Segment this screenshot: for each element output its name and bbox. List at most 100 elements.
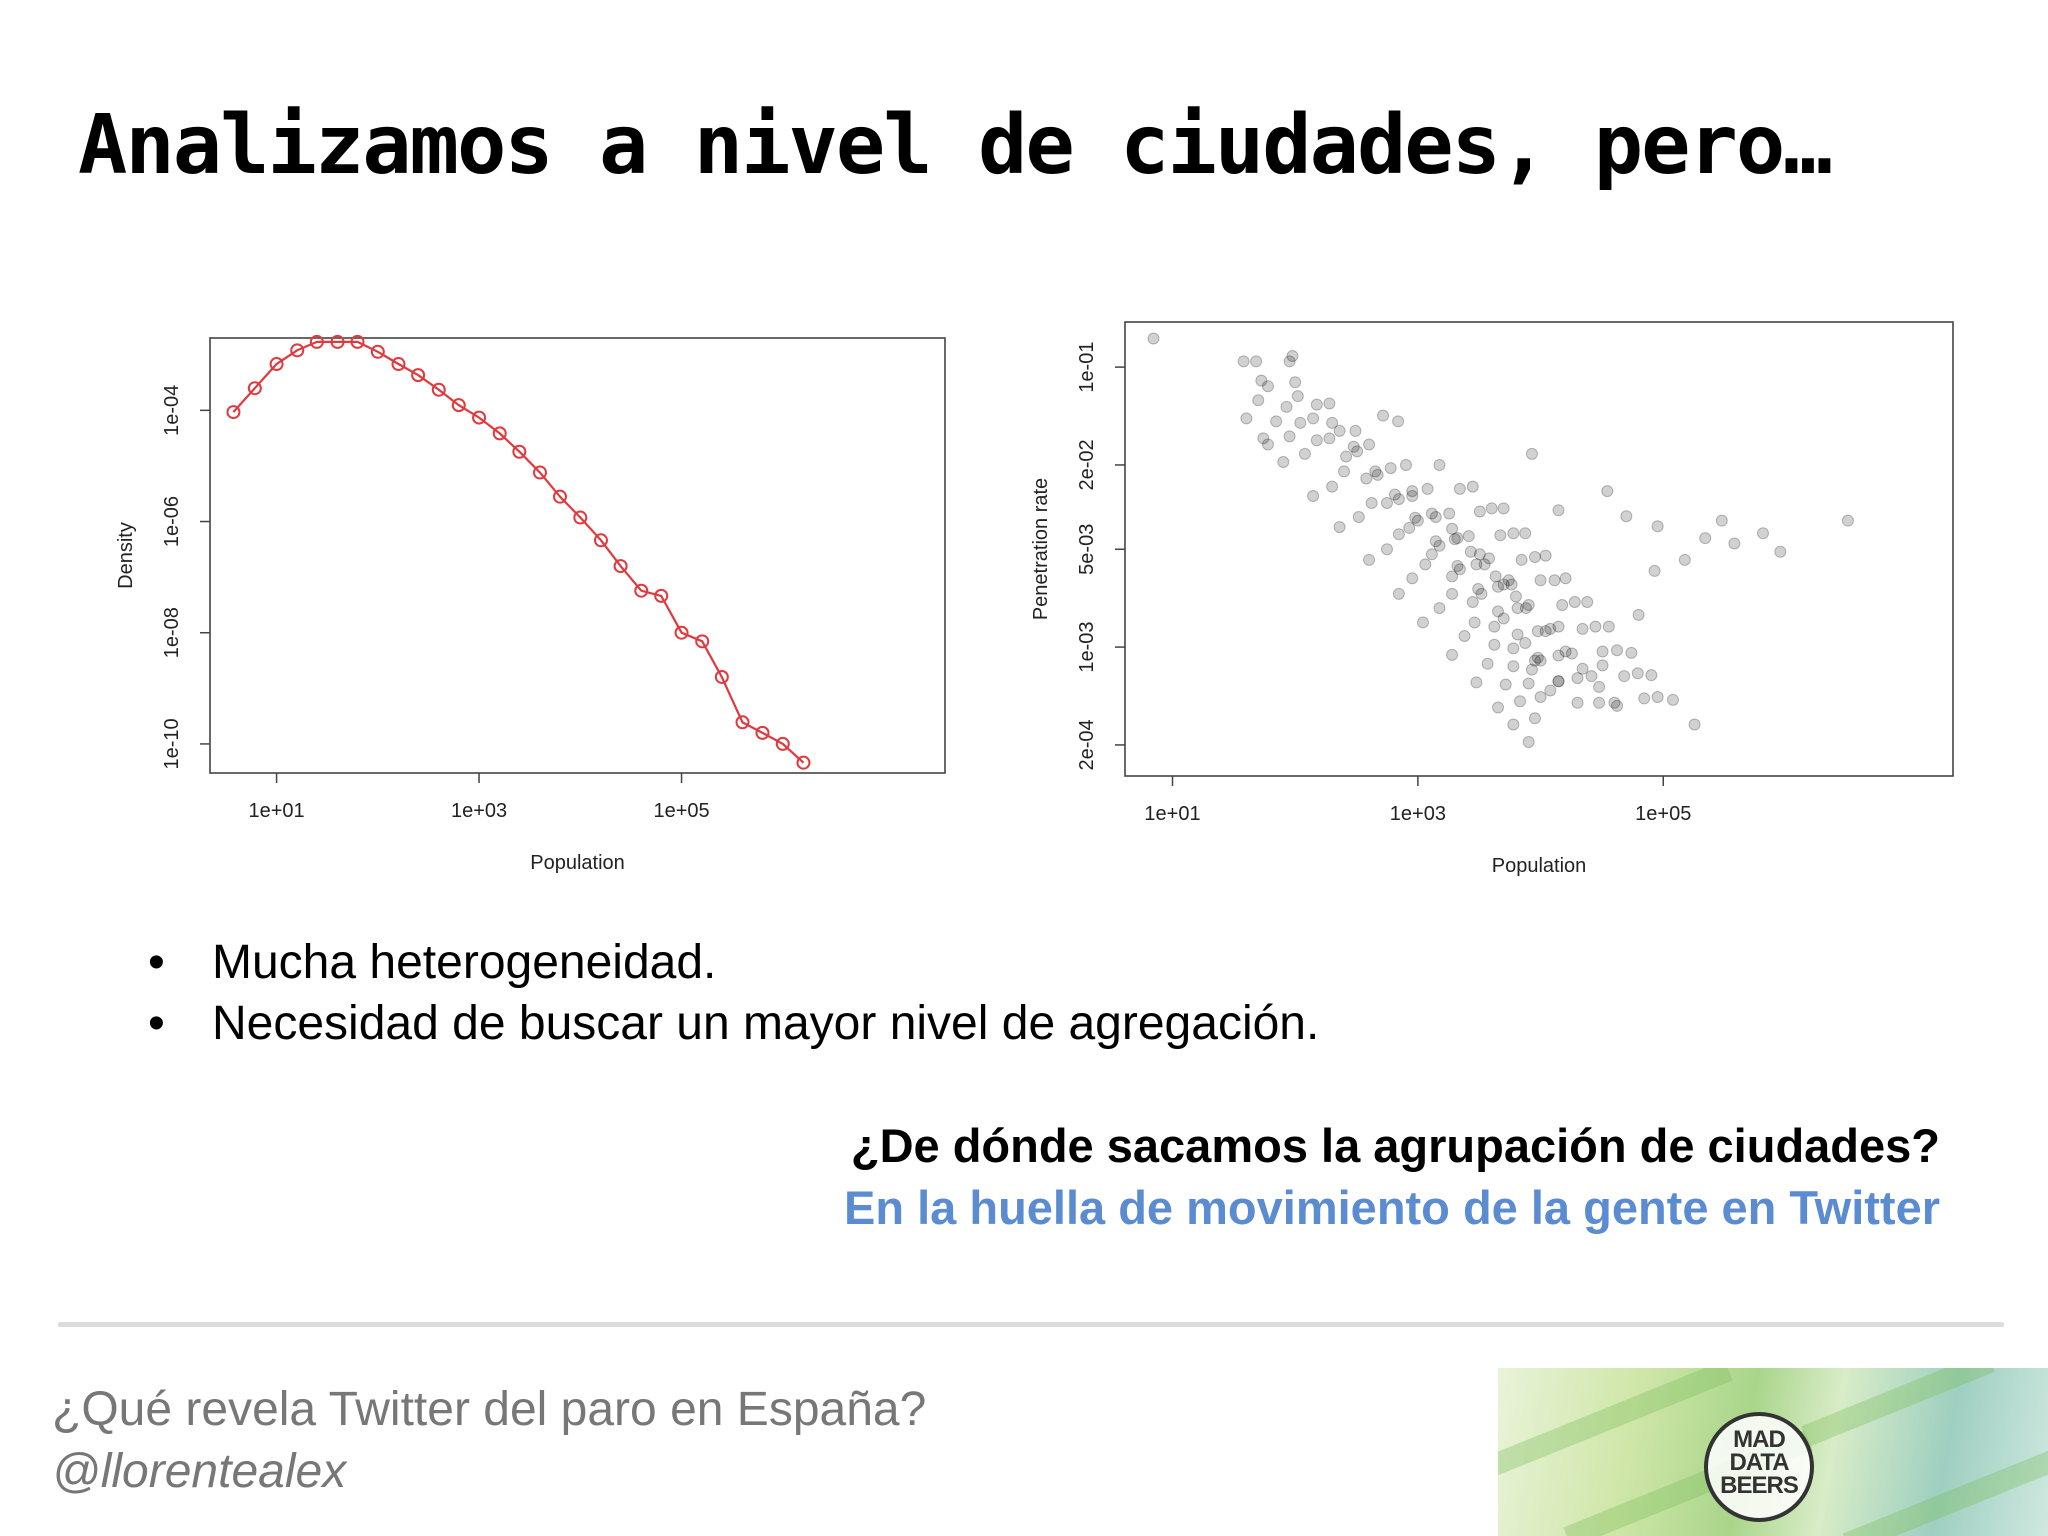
scatter-point — [1625, 646, 1638, 659]
density-point — [290, 343, 305, 358]
x-tick-label: 1e+05 — [653, 800, 709, 822]
scatter-point — [1593, 696, 1606, 709]
scatter-point — [1596, 659, 1609, 672]
scatter-point — [1347, 440, 1360, 453]
answer-text: En la huella de movimiento de la gente e… — [843, 1181, 1940, 1234]
density-point — [350, 334, 365, 349]
scatter-point — [1534, 691, 1547, 704]
scatter-point — [1289, 376, 1302, 389]
scatter-point — [1699, 532, 1712, 545]
scatter-point — [1406, 490, 1419, 503]
x-tick-label: 1e+03 — [451, 800, 507, 822]
density-point — [796, 755, 811, 770]
scatter-point — [1589, 620, 1602, 633]
question-text: ¿De dónde sacamos la agrupación de ciuda… — [850, 1119, 1940, 1172]
scatter-point — [1611, 699, 1624, 712]
scatter-point — [1515, 553, 1528, 566]
scatter-point — [1611, 644, 1624, 657]
scatter-point — [1552, 675, 1565, 688]
scatter-point — [1756, 527, 1769, 540]
scatter-point — [1470, 558, 1483, 571]
scatter-point — [1384, 462, 1397, 475]
scatter-point — [1601, 485, 1614, 498]
x-axis-label: Population — [530, 852, 625, 874]
scatter-point — [1552, 675, 1565, 688]
scatter-point — [1576, 662, 1589, 675]
scatter-point — [1473, 505, 1486, 518]
density-point — [593, 533, 608, 548]
scatter-point — [1280, 400, 1293, 413]
scatter-point — [1678, 553, 1691, 566]
y-axis-label: Penetration rate — [1030, 478, 1052, 620]
bullet-glyph: • — [148, 997, 165, 1050]
y-tick-label: 1e-08 — [161, 607, 183, 658]
scatter-point — [1250, 355, 1263, 368]
scatter-point — [1475, 587, 1488, 600]
scatter-point — [1446, 587, 1459, 600]
scatter-point — [1576, 622, 1589, 635]
scatter-point — [1392, 415, 1405, 428]
scatter-point — [1492, 580, 1505, 593]
density-point — [714, 669, 729, 684]
scatter-point — [1326, 480, 1339, 493]
scatter-point — [1618, 670, 1631, 683]
scatter-point — [1466, 480, 1479, 493]
y-tick-label: 1e-06 — [161, 496, 183, 547]
logo-line: BEERS — [1720, 1472, 1799, 1499]
y-tick-label: 1e-10 — [161, 718, 183, 769]
scatter-point — [1333, 521, 1346, 534]
scatter-point — [1365, 496, 1378, 509]
scatter-point — [1666, 693, 1679, 706]
scatter-point — [1531, 651, 1544, 664]
bullet-item: • Mucha heterogeneidad. — [140, 932, 1319, 993]
scatter-point — [1411, 514, 1424, 527]
scatter-point — [1429, 510, 1442, 523]
scatter-point — [1525, 447, 1538, 460]
y-tick-label: 1e-04 — [161, 385, 183, 436]
scatter-point — [1507, 718, 1520, 731]
scatter-point — [1492, 605, 1505, 618]
density-point — [269, 357, 284, 372]
scatter-point — [1688, 718, 1701, 731]
density-point — [431, 382, 446, 397]
y-tick-label: 2e-04 — [1076, 719, 1098, 770]
scatter-point — [1539, 549, 1552, 562]
scatter-point — [1425, 548, 1438, 561]
scatter-point — [1448, 533, 1461, 546]
scatter-point — [1492, 701, 1505, 714]
y-tick-label: 5e-03 — [1076, 524, 1098, 575]
scatter-point — [1511, 602, 1524, 615]
scatter-point — [1425, 507, 1438, 520]
footer-title: ¿Qué revela Twitter del paro en España? — [52, 1383, 927, 1436]
scatter-point — [1507, 527, 1520, 540]
scatter-point — [1519, 636, 1532, 649]
scatter-point — [1310, 434, 1323, 447]
scatter-point — [1419, 558, 1432, 571]
scatter-point — [1559, 645, 1572, 658]
scatter-point — [1528, 712, 1541, 725]
scatter-point — [1556, 598, 1569, 611]
scatter-point — [1323, 432, 1336, 445]
scatter-point — [1565, 647, 1578, 660]
scatter-point — [1645, 669, 1658, 682]
scatter-point — [1581, 595, 1594, 608]
scatter-point — [1255, 374, 1268, 387]
scatter-point — [1277, 455, 1290, 468]
scatter-point — [1323, 397, 1336, 410]
scatter-point — [1497, 612, 1510, 625]
slide-title: Analizamos a nivel de ciudades, pero… — [78, 98, 1833, 193]
x-axis-label: Population — [1492, 855, 1587, 877]
scatter-point — [1307, 490, 1320, 503]
scatter-point — [1519, 602, 1532, 615]
x-tick-label: 1e+03 — [1390, 803, 1446, 825]
footer-handle: @llorentealex — [52, 1445, 347, 1498]
density-point — [573, 510, 588, 525]
scatter-point — [1522, 598, 1535, 611]
logo-banner: MAD DATA BEERS — [1498, 1368, 2048, 1536]
scatter-point — [1333, 424, 1346, 437]
scatter-point — [1489, 570, 1502, 583]
y-tick-label: 1e-03 — [1076, 622, 1098, 673]
scatter-point — [1261, 438, 1274, 451]
scatter-point — [1360, 472, 1373, 485]
scatter-point — [1481, 657, 1494, 670]
